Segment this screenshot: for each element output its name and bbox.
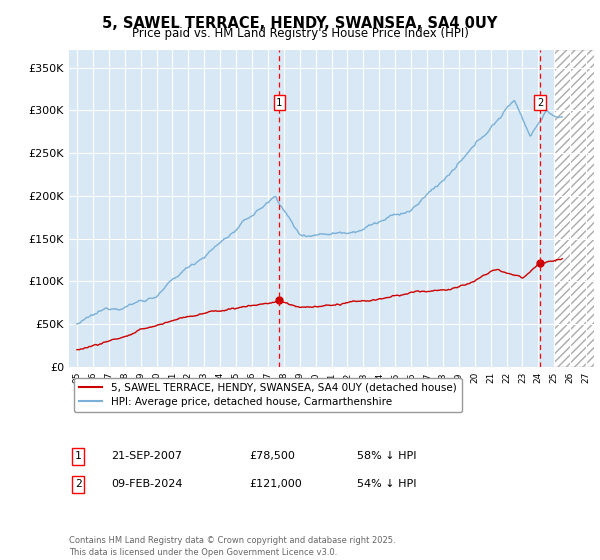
Text: 1: 1 [276, 97, 283, 108]
Text: 58% ↓ HPI: 58% ↓ HPI [357, 451, 416, 461]
Text: £121,000: £121,000 [249, 479, 302, 489]
Text: 5, SAWEL TERRACE, HENDY, SWANSEA, SA4 0UY: 5, SAWEL TERRACE, HENDY, SWANSEA, SA4 0U… [103, 16, 497, 31]
Text: Contains HM Land Registry data © Crown copyright and database right 2025.
This d: Contains HM Land Registry data © Crown c… [69, 536, 395, 557]
Text: 09-FEB-2024: 09-FEB-2024 [111, 479, 182, 489]
Legend: 5, SAWEL TERRACE, HENDY, SWANSEA, SA4 0UY (detached house), HPI: Average price, : 5, SAWEL TERRACE, HENDY, SWANSEA, SA4 0U… [74, 377, 461, 412]
Text: 2: 2 [537, 97, 543, 108]
Text: 2: 2 [74, 479, 82, 489]
Bar [69, 50, 554, 367]
Text: 21-SEP-2007: 21-SEP-2007 [111, 451, 182, 461]
Text: 54% ↓ HPI: 54% ↓ HPI [357, 479, 416, 489]
Text: Price paid vs. HM Land Registry's House Price Index (HPI): Price paid vs. HM Land Registry's House … [131, 27, 469, 40]
Text: 1: 1 [74, 451, 82, 461]
Bar [554, 50, 600, 367]
Text: £78,500: £78,500 [249, 451, 295, 461]
